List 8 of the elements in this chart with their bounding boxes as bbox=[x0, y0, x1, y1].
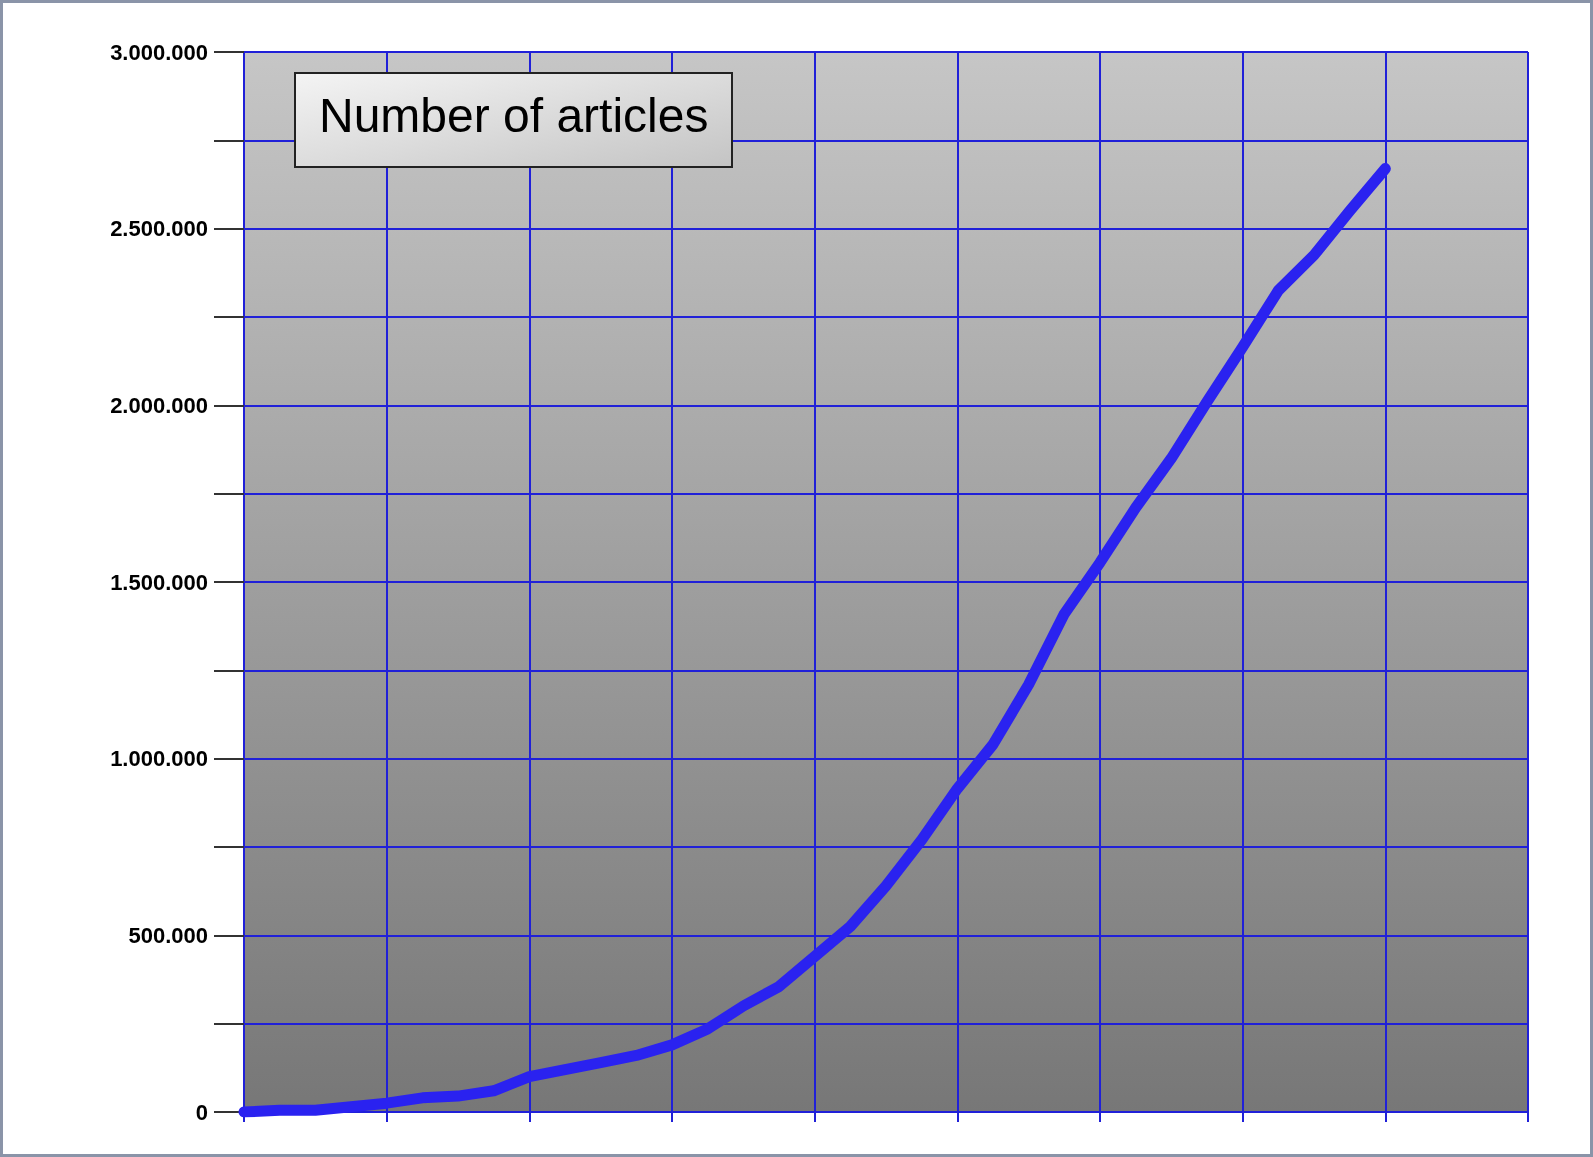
y-tick-label: 0 bbox=[195, 1099, 208, 1125]
y-tick-label: 1.000.000 bbox=[110, 746, 208, 772]
y-tick-label: 1.500.000 bbox=[110, 569, 208, 595]
y-tick-label: 3.000.000 bbox=[110, 39, 208, 65]
text: Number of articles bbox=[319, 88, 709, 142]
y-tick-label: 500.000 bbox=[128, 922, 208, 948]
y-tick-label: 2.000.000 bbox=[110, 392, 208, 418]
y-tick-label: 2.500.000 bbox=[110, 216, 208, 242]
